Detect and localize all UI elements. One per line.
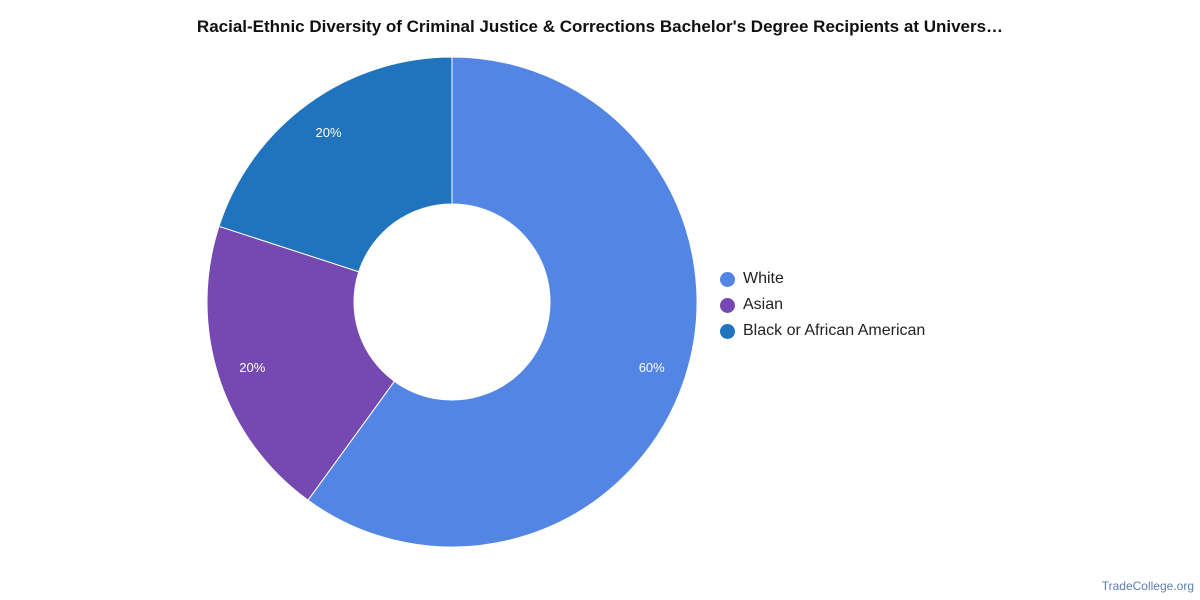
slice-asian[interactable] — [206, 225, 396, 501]
legend-swatch-white — [720, 271, 735, 287]
slice-label-asian: 20% — [239, 360, 265, 375]
legend-label-white: White — [743, 270, 784, 287]
slice-black-or-african-american[interactable] — [218, 56, 453, 273]
slice-white[interactable] — [307, 56, 698, 548]
watermark[interactable]: TradeCollege.org — [1101, 579, 1194, 593]
chart-title: Racial-Ethnic Diversity of Criminal Just… — [196, 17, 1004, 36]
legend: White Asian Black or African American — [720, 266, 925, 344]
legend-item-black-or-african-american[interactable]: Black or African American — [720, 318, 925, 344]
legend-swatch-asian — [720, 297, 735, 313]
slice-label-black-or-african-american: 20% — [316, 125, 342, 140]
legend-item-white[interactable]: White — [720, 266, 925, 292]
legend-item-asian[interactable]: Asian — [720, 292, 925, 318]
legend-label-black-or-african-american: Black or African American — [743, 322, 926, 339]
legend-swatch-black-or-african-american — [720, 323, 735, 339]
slice-label-white: 60% — [639, 360, 665, 375]
legend-label-asian: Asian — [743, 296, 784, 313]
